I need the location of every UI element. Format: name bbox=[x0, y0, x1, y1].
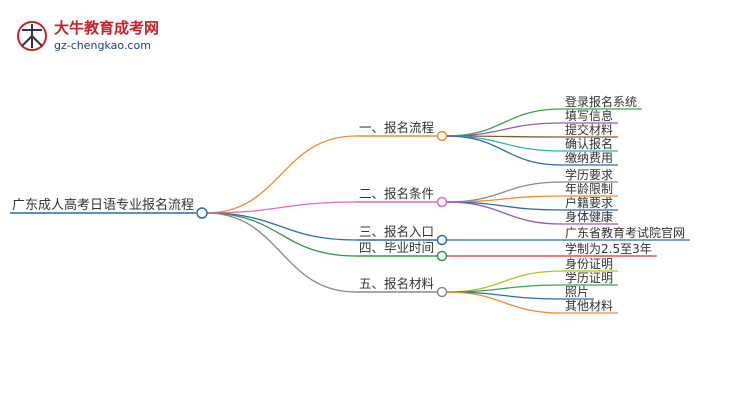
connector bbox=[446, 135, 563, 152]
child-label: 年龄限制 bbox=[565, 182, 613, 196]
logo-icon bbox=[17, 21, 47, 51]
child-label: 登录报名系统 bbox=[565, 94, 637, 109]
child-label: 户籍要求 bbox=[565, 195, 613, 210]
branch-node bbox=[436, 130, 448, 142]
child-label: 缴纳费用 bbox=[565, 150, 613, 165]
branch-node bbox=[436, 196, 448, 208]
connector bbox=[206, 135, 357, 214]
site-name: 大牛教育成考网 bbox=[54, 19, 159, 37]
connector bbox=[446, 195, 563, 203]
child-label: 身份证明 bbox=[565, 256, 613, 271]
logo-glyph bbox=[21, 24, 43, 48]
child-label: 填写信息 bbox=[565, 108, 613, 123]
branch-label: 三、报名入口 bbox=[359, 224, 434, 239]
connector bbox=[206, 212, 357, 241]
connector bbox=[446, 291, 563, 314]
branch-node bbox=[436, 250, 448, 262]
child-label: 学历证明 bbox=[565, 270, 613, 285]
connector bbox=[446, 122, 563, 137]
branch-node bbox=[436, 234, 448, 246]
child-label: 确认报名 bbox=[565, 136, 613, 151]
root-node bbox=[196, 207, 208, 219]
child-label: 学制为2.5至3年 bbox=[565, 241, 652, 256]
connector bbox=[206, 201, 357, 214]
branch-label: 四、毕业时间 bbox=[359, 240, 434, 255]
branch-node bbox=[436, 286, 448, 298]
site-domain: gz-chengkao.com bbox=[54, 39, 151, 52]
child-label: 身体健康 bbox=[565, 209, 613, 224]
branch-label: 一、报名流程 bbox=[359, 120, 435, 135]
connector bbox=[446, 108, 563, 137]
branch-label: 五、报名材料 bbox=[359, 276, 435, 291]
root-label: 广东成人高考日语专业报名流程 bbox=[12, 197, 194, 213]
connector bbox=[446, 201, 563, 225]
connector bbox=[446, 135, 563, 166]
connector bbox=[206, 212, 357, 257]
branch-label: 二、报名条件 bbox=[359, 186, 434, 201]
child-label: 广东省教育考试院官网 bbox=[565, 225, 685, 240]
connector bbox=[206, 212, 357, 293]
child-label: 照片 bbox=[565, 285, 589, 299]
child-label: 学历要求 bbox=[565, 167, 613, 182]
child-label: 其他材料 bbox=[565, 299, 613, 313]
logo: 大牛教育成考网 gz-chengkao.com bbox=[17, 19, 159, 52]
child-label: 提交材料 bbox=[565, 122, 613, 137]
